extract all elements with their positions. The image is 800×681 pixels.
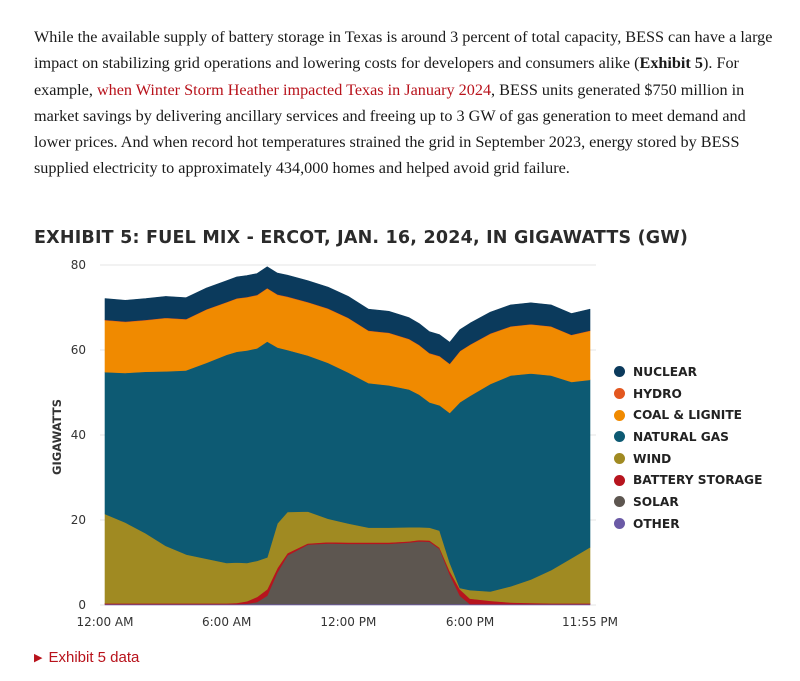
y-tick-label: 80: [71, 258, 86, 272]
legend-item-wind: WIND: [614, 448, 762, 470]
legend-swatch: [614, 453, 625, 465]
legend-label: NATURAL GAS: [633, 429, 729, 444]
exhibit-data-toggle[interactable]: ▶ Exhibit 5 data: [34, 649, 139, 666]
legend-label: SOLAR: [633, 494, 679, 509]
exhibit-reference: Exhibit 5: [639, 54, 703, 73]
legend-label: WIND: [633, 451, 672, 466]
exhibit-data-label: Exhibit 5 data: [48, 649, 140, 666]
legend-item-other: OTHER: [614, 513, 762, 535]
legend-item-hydro: HYDRO: [614, 383, 762, 405]
x-tick-label: 11:55 PM: [562, 615, 618, 629]
x-tick-label: 6:00 AM: [202, 615, 251, 629]
article-paragraph: While the available supply of battery st…: [34, 24, 780, 182]
legend-item-coal-lignite: COAL & LIGNITE: [614, 404, 762, 426]
legend-label: HYDRO: [633, 386, 682, 401]
legend-item-solar: SOLAR: [614, 491, 762, 513]
x-tick-label: 6:00 PM: [446, 615, 494, 629]
area-nuclear: [104, 266, 591, 364]
paragraph-text-2: ). For example,: [34, 54, 739, 99]
chart-legend: NUCLEAR HYDRO COAL & LIGNITE NATURAL GAS WIN…: [614, 361, 762, 535]
y-axis-label: GIGAWATTS: [50, 399, 64, 475]
legend-label: OTHER: [633, 516, 680, 531]
legend-item-nuclear: NUCLEAR: [614, 361, 762, 383]
triangle-right-icon: ▶: [34, 652, 43, 664]
legend-swatch: [614, 388, 625, 400]
legend-swatch: [614, 366, 625, 378]
paragraph-text-1: While the available supply of battery st…: [34, 28, 773, 73]
winter-storm-link[interactable]: when Winter Storm Heather impacted Texas…: [96, 80, 492, 99]
x-tick-label: 12:00 AM: [77, 615, 134, 629]
legend-swatch: [614, 496, 625, 508]
y-tick-label: 40: [71, 428, 86, 442]
legend-item-battery-storage: BATTERY STORAGE: [614, 469, 762, 491]
legend-swatch: [614, 409, 625, 421]
x-tick-label: 12:00 PM: [320, 615, 376, 629]
legend-swatch: [614, 431, 625, 443]
legend-item-natural-gas: NATURAL GAS: [614, 426, 762, 448]
legend-swatch: [614, 474, 625, 486]
legend-label: NUCLEAR: [633, 364, 697, 379]
legend-swatch: [614, 518, 625, 530]
fuel-mix-chart: 0 20 40 60 80 12:00 AM 6:00 AM 12:00 PM 6:00 PM…: [50, 258, 618, 629]
y-tick-label: 20: [71, 513, 86, 527]
legend-label: COAL & LIGNITE: [633, 408, 742, 423]
y-tick-label: 0: [78, 598, 86, 612]
paragraph-text-3: , BESS units generated $750 million in m…: [34, 80, 746, 178]
legend-label: BATTERY STORAGE: [633, 473, 763, 488]
y-tick-label: 60: [71, 343, 86, 357]
chart-title: EXHIBIT 5: FUEL MIX - ERCOT, JAN. 16, 20…: [34, 228, 689, 248]
